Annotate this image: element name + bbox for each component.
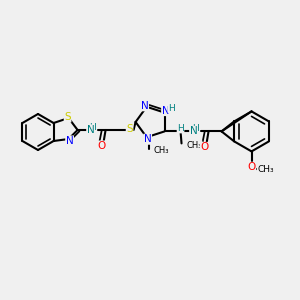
Text: N: N	[66, 136, 74, 146]
Text: O: O	[248, 162, 256, 172]
Text: N: N	[144, 134, 152, 144]
Text: N: N	[190, 126, 197, 136]
Text: N: N	[141, 101, 148, 111]
Text: H: H	[177, 124, 184, 133]
Text: CH₃: CH₃	[154, 146, 169, 155]
Text: CH₃: CH₃	[257, 165, 274, 174]
Text: N: N	[87, 125, 94, 135]
Text: O: O	[98, 141, 106, 151]
Text: N: N	[162, 106, 170, 116]
Text: H: H	[168, 104, 175, 113]
Text: O: O	[200, 142, 209, 152]
Text: S: S	[64, 112, 71, 122]
Text: S: S	[126, 124, 133, 134]
Text: H: H	[192, 124, 199, 133]
Text: CH₃: CH₃	[187, 141, 202, 150]
Text: H: H	[89, 122, 96, 131]
